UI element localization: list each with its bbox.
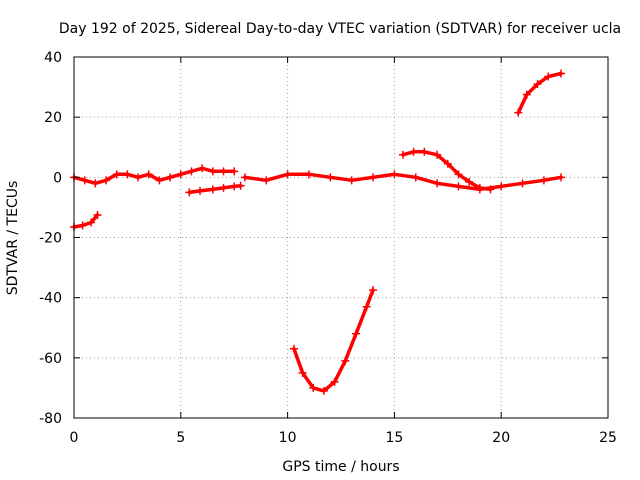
data-point [78,221,87,230]
data-point [420,147,429,156]
data-point [369,173,378,182]
y-tick-label: -80 [39,411,62,427]
data-point [93,210,102,219]
data-point [123,170,132,179]
data-point [230,167,239,176]
data-point [409,147,418,156]
data-point [398,150,407,159]
data-point [497,182,506,191]
x-tick-label: 5 [176,430,185,446]
data-point [262,176,271,185]
data-point [304,170,313,179]
data-point [369,286,378,295]
x-tick-label: 20 [492,430,510,446]
y-axis-label: SDTVAR / TECUs [5,181,21,296]
data-point [298,368,307,377]
data-point [219,183,228,192]
y-tick-label: 40 [44,50,62,66]
data-point [465,177,474,186]
data-point [144,170,153,179]
data-point [185,188,194,197]
data-point [283,170,292,179]
data-point [443,159,452,168]
data-point [87,218,96,227]
data-point [196,186,205,195]
data-point [240,173,249,182]
data-point [187,167,196,176]
data-point [309,383,318,392]
x-axis-label: GPS time / hours [282,459,399,475]
data-point [236,181,245,190]
data-point [454,182,463,191]
series-track-5 [292,288,375,393]
data-point [319,386,328,395]
data-point [330,377,339,386]
data-layer [70,69,566,395]
data-point [112,170,121,179]
data-point [155,176,164,185]
data-point [176,170,185,179]
series-track-2 [72,213,100,229]
data-point [433,179,442,188]
ticks: 0 5 10 15 20 25 -80 -60 -40 -20 0 20 40 [39,50,617,446]
data-point [475,183,484,192]
data-point [91,179,100,188]
chart-title: Day 192 of 2025, Sidereal Day-to-day VTE… [59,21,621,37]
data-point [518,179,527,188]
data-point [80,176,89,185]
grid [74,57,608,418]
x-tick-label: 25 [599,430,617,446]
data-point [411,173,420,182]
data-point [433,150,442,159]
data-point [544,72,553,81]
data-point [134,173,143,182]
y-tick-label: -40 [39,291,62,307]
y-tick-label: 0 [53,170,62,186]
data-point [514,108,523,117]
x-tick-label: 10 [279,430,297,446]
data-point [166,173,175,182]
data-point [557,69,566,78]
data-point [539,176,548,185]
data-point [486,185,495,194]
data-point [557,173,566,182]
series-track-7 [516,71,563,115]
data-point [341,356,350,365]
data-point [390,170,399,179]
data-point [351,329,360,338]
data-point [290,344,299,353]
data-point [208,185,217,194]
data-point [533,80,542,89]
data-point [362,302,371,311]
series-track-4 [243,172,563,192]
data-point [198,164,207,173]
data-point [522,90,531,99]
y-tick-label: -20 [39,231,62,247]
series-track-1 [72,166,236,186]
y-tick-label: -60 [39,351,62,367]
data-point [219,167,228,176]
data-point [326,173,335,182]
data-point [454,170,463,179]
x-tick-label: 0 [70,430,79,446]
data-point [347,176,356,185]
data-point [208,167,217,176]
y-tick-label: 20 [44,110,62,126]
data-point [102,176,111,185]
x-tick-label: 15 [385,430,403,446]
